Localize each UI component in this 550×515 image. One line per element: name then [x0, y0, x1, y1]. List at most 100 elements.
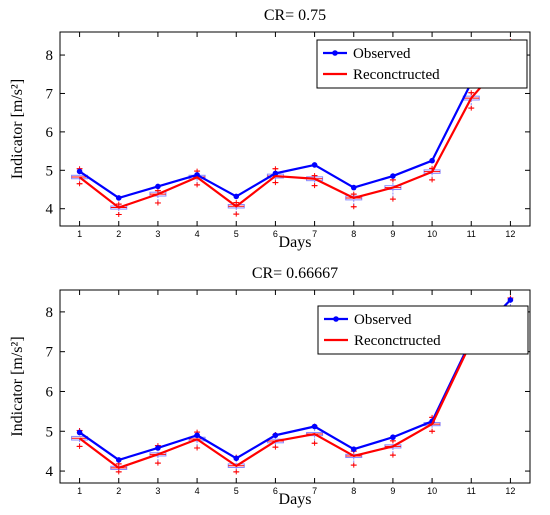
- legend-box: [317, 305, 529, 355]
- box-outlier: [116, 211, 122, 217]
- y-tick-label: 7: [46, 345, 54, 361]
- x-tick-label: 11: [467, 229, 476, 239]
- box-outlier: [390, 452, 396, 458]
- box-outlier: [233, 200, 239, 206]
- y-tick-label: 5: [46, 163, 54, 179]
- legend-label: Reconctructed: [353, 67, 440, 83]
- series-line-reconstructed: [78, 52, 512, 209]
- observed-point: [390, 434, 396, 441]
- x-tick-label: 4: [195, 486, 200, 496]
- y-tick-label: 4: [46, 464, 54, 480]
- observed-point: [76, 429, 83, 436]
- box-outlier: [351, 191, 357, 197]
- legend-marker: [333, 316, 339, 322]
- box-outlier: [272, 166, 278, 172]
- x-tick-label: 7: [312, 229, 317, 239]
- box-outlier: [272, 180, 278, 186]
- box-plot-day-3: [149, 188, 167, 206]
- legend: Observed Reconctructed: [317, 305, 529, 355]
- x-tick-label: 8: [351, 486, 356, 496]
- series-line-observed: [78, 299, 512, 462]
- box-outlier: [468, 105, 474, 111]
- x-tick-label: 7: [312, 486, 317, 496]
- box-outlier: [155, 460, 161, 466]
- box-outlier: [155, 200, 161, 206]
- observed-point: [311, 162, 318, 168]
- observed-point: [311, 423, 318, 430]
- box-outlier: [351, 462, 357, 468]
- x-tick-label: 3: [155, 486, 160, 496]
- x-tick-label: 5: [234, 229, 239, 239]
- y-tick-label: 6: [46, 125, 54, 141]
- x-tick-label: 10: [427, 229, 437, 239]
- y-tick-label: 4: [46, 202, 54, 218]
- series-line-reconstructed: [78, 307, 512, 469]
- x-tick-label: 3: [155, 229, 160, 239]
- chart-title: CR= 0.75: [264, 7, 326, 24]
- box-outlier: [351, 204, 357, 210]
- y-tick-label: 8: [46, 305, 54, 321]
- legend-marker: [332, 50, 338, 56]
- series-line-observed: [78, 43, 512, 200]
- observed-point: [350, 184, 357, 191]
- x-tick-label: 11: [467, 486, 476, 496]
- legend-label: Reconctructed: [354, 333, 441, 349]
- box-outlier: [312, 440, 318, 446]
- box-outlier: [272, 444, 278, 450]
- plot-frame: [59, 31, 531, 227]
- box-outlier: [429, 177, 435, 183]
- observed-point: [272, 432, 279, 439]
- y-axis-label: Indicator [m/s²]: [9, 79, 26, 179]
- legend-label: Observed: [354, 312, 412, 328]
- box-outlier: [390, 196, 396, 202]
- box-outlier: [194, 445, 200, 451]
- legend-label: Observed: [353, 46, 411, 62]
- box-outlier: [194, 182, 200, 188]
- y-tick-label: 6: [46, 384, 54, 400]
- box-outlier: [233, 211, 239, 217]
- y-tick-label: 5: [46, 424, 54, 440]
- x-axis-label: Days: [279, 491, 312, 508]
- y-axis-label: Indicator [m/s²]: [9, 336, 26, 436]
- box-outlier: [116, 469, 122, 475]
- observed-point: [272, 170, 279, 177]
- x-tick-label: 1: [77, 229, 82, 239]
- x-tick-label: 12: [505, 229, 515, 239]
- x-tick-label: 2: [116, 229, 121, 239]
- legend-box: [316, 39, 528, 89]
- legend: Observed Reconctructed: [316, 39, 528, 89]
- x-tick-label: 1: [77, 486, 82, 496]
- x-tick-label: 2: [116, 486, 121, 496]
- x-tick-label: 12: [505, 486, 515, 496]
- x-tick-label: 9: [390, 486, 395, 496]
- observed-point: [507, 297, 514, 303]
- observed-point: [233, 455, 240, 462]
- box-outlier: [429, 428, 435, 434]
- box-plot-day-5: [227, 200, 245, 217]
- observed-point: [350, 446, 357, 452]
- observed-point: [194, 172, 200, 178]
- x-tick-label: 6: [273, 229, 278, 239]
- plot-frame: [59, 289, 531, 484]
- box-outlier: [77, 443, 83, 449]
- x-tick-label: 8: [351, 229, 356, 239]
- box-outlier: [312, 173, 318, 179]
- x-tick-label: 9: [390, 229, 395, 239]
- chart-title: CR= 0.66667: [252, 265, 338, 282]
- x-tick-label: 5: [234, 486, 239, 496]
- box-outlier: [116, 201, 122, 207]
- box-outlier: [312, 183, 318, 189]
- observed-point: [115, 457, 122, 463]
- observed-point: [155, 183, 161, 190]
- box-outlier: [468, 90, 474, 96]
- observed-point: [429, 157, 435, 164]
- x-tick-label: 4: [195, 229, 200, 239]
- x-tick-label: 10: [427, 486, 437, 496]
- y-tick-label: 7: [46, 86, 54, 102]
- box-plot-day-9: [384, 438, 402, 458]
- observed-point: [390, 173, 396, 179]
- x-axis-label: Days: [279, 234, 312, 251]
- observed-point: [233, 193, 240, 200]
